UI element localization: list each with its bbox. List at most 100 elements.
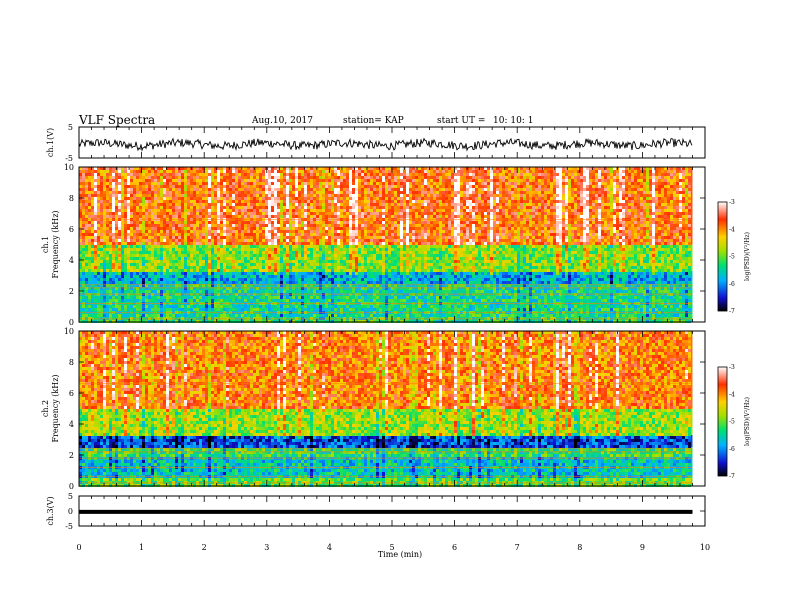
psd-cell <box>262 269 265 272</box>
psd-cell <box>325 236 328 239</box>
psd-cell <box>211 188 214 191</box>
psd-cell <box>244 266 247 269</box>
psd-cell <box>289 227 292 230</box>
psd-cell <box>298 305 301 308</box>
psd-cell <box>256 287 259 290</box>
psd-cell <box>325 260 328 263</box>
psd-cell <box>124 305 127 308</box>
psd-cell <box>175 260 178 263</box>
psd-cell <box>310 266 313 269</box>
psd-cell <box>121 197 124 200</box>
psd-cell <box>247 215 250 218</box>
psd-cell <box>271 209 274 212</box>
psd-cell <box>274 254 277 257</box>
psd-cell <box>337 209 340 212</box>
psd-cell <box>112 203 115 206</box>
psd-cell <box>289 293 292 296</box>
psd-cell <box>358 179 361 182</box>
psd-cell <box>259 287 262 290</box>
psd-cell <box>310 194 313 197</box>
psd-cell <box>109 179 112 182</box>
psd-cell <box>313 206 316 209</box>
psd-cell <box>142 197 145 200</box>
psd-cell <box>316 191 319 194</box>
psd-cell <box>220 281 223 284</box>
psd-cell <box>181 287 184 290</box>
psd-cell <box>127 221 130 224</box>
psd-cell <box>328 230 331 233</box>
psd-cell <box>304 236 307 239</box>
psd-cell <box>88 182 91 185</box>
psd-cell <box>316 224 319 227</box>
psd-cell <box>91 173 94 176</box>
psd-cell <box>121 299 124 302</box>
psd-cell <box>238 308 241 311</box>
psd-cell <box>331 182 334 185</box>
psd-cell <box>349 257 352 260</box>
psd-cell <box>220 203 223 206</box>
psd-cell <box>115 248 118 251</box>
psd-cell <box>109 182 112 185</box>
psd-cell <box>175 185 178 188</box>
psd-cell <box>91 308 94 311</box>
psd-cell <box>250 200 253 203</box>
psd-cell <box>238 173 241 176</box>
psd-cell <box>211 281 214 284</box>
psd-cell <box>343 254 346 257</box>
psd-cell <box>172 233 175 236</box>
psd-cell <box>133 266 136 269</box>
psd-cell <box>166 206 169 209</box>
psd-cell <box>112 191 115 194</box>
psd-cell <box>262 290 265 293</box>
psd-cell <box>235 200 238 203</box>
psd-cell <box>307 230 310 233</box>
psd-cell <box>112 248 115 251</box>
psd-cell <box>355 221 358 224</box>
psd-cell <box>313 272 316 275</box>
psd-cell <box>301 236 304 239</box>
psd-cell <box>313 194 316 197</box>
psd-cell <box>262 257 265 260</box>
psd-cell <box>244 245 247 248</box>
psd-cell <box>283 314 286 317</box>
psd-cell <box>145 251 148 254</box>
psd-cell <box>205 305 208 308</box>
psd-cell <box>121 215 124 218</box>
psd-cell <box>292 293 295 296</box>
psd-cell <box>310 248 313 251</box>
psd-cell <box>358 239 361 242</box>
psd-cell <box>91 251 94 254</box>
psd-cell <box>358 260 361 263</box>
psd-cell <box>91 230 94 233</box>
psd-cell <box>214 224 217 227</box>
psd-cell <box>217 314 220 317</box>
psd-cell <box>229 293 232 296</box>
psd-cell <box>157 179 160 182</box>
psd-cell <box>100 203 103 206</box>
psd-cell <box>121 278 124 281</box>
psd-cell <box>193 191 196 194</box>
psd-cell <box>229 314 232 317</box>
psd-cell <box>301 227 304 230</box>
psd-cell <box>253 191 256 194</box>
psd-cell <box>328 206 331 209</box>
psd-cell <box>214 209 217 212</box>
psd-cell <box>148 233 151 236</box>
psd-cell <box>331 185 334 188</box>
psd-cell <box>151 194 154 197</box>
psd-cell <box>133 206 136 209</box>
psd-cell <box>325 215 328 218</box>
psd-cell <box>82 293 85 296</box>
psd-cell <box>355 203 358 206</box>
psd-cell <box>232 266 235 269</box>
psd-cell <box>322 260 325 263</box>
psd-cell <box>343 251 346 254</box>
psd-cell <box>211 269 214 272</box>
psd-cell <box>82 239 85 242</box>
psd-cell <box>118 227 121 230</box>
psd-cell <box>187 287 190 290</box>
psd-cell <box>253 170 256 173</box>
psd-cell <box>112 305 115 308</box>
psd-cell <box>232 281 235 284</box>
psd-cell <box>220 266 223 269</box>
